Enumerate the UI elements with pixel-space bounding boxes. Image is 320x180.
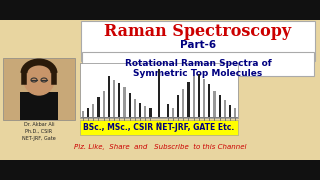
Text: Symmetric Top Molecules: Symmetric Top Molecules: [133, 69, 263, 78]
Bar: [35, 85, 43, 95]
Bar: [203, 79, 205, 117]
Text: Plz. Like,  Share  and   Subscribe  to this Channel: Plz. Like, Share and Subscribe to this C…: [74, 144, 246, 150]
Bar: [213, 91, 215, 117]
Bar: [80, 120, 238, 135]
Bar: [224, 100, 226, 117]
Bar: [102, 91, 105, 117]
Bar: [3, 58, 75, 120]
Bar: [166, 103, 169, 117]
Text: Rotational Raman Spectra of: Rotational Raman Spectra of: [124, 60, 271, 69]
Bar: [187, 82, 189, 117]
FancyBboxPatch shape: [81, 21, 315, 61]
Bar: [208, 84, 210, 117]
Bar: [113, 80, 115, 117]
Bar: [123, 87, 125, 117]
Bar: [234, 108, 236, 117]
Bar: [129, 93, 131, 117]
Bar: [82, 52, 314, 76]
Bar: [177, 95, 179, 117]
Bar: [172, 108, 174, 117]
Text: Raman Spectroscopy: Raman Spectroscopy: [104, 22, 292, 39]
Bar: [144, 106, 146, 117]
Bar: [229, 105, 231, 117]
Bar: [193, 76, 195, 117]
Text: Part-6: Part-6: [180, 40, 216, 50]
Bar: [198, 74, 200, 117]
Circle shape: [24, 65, 54, 95]
Text: BSc., MSc., CSIR NET-JRF, GATE Etc.: BSc., MSc., CSIR NET-JRF, GATE Etc.: [84, 123, 235, 132]
Bar: [182, 89, 184, 117]
Bar: [108, 76, 110, 117]
FancyBboxPatch shape: [20, 92, 58, 120]
Text: ν₀: ν₀: [156, 121, 162, 126]
Bar: [0, 20, 320, 160]
Bar: [149, 108, 151, 117]
Bar: [158, 69, 160, 117]
Bar: [97, 97, 100, 117]
Bar: [82, 111, 84, 117]
Bar: [92, 103, 94, 117]
Text: Dr. Akbar Ali
Ph.D., CSIR
NET-JRF, Gate: Dr. Akbar Ali Ph.D., CSIR NET-JRF, Gate: [22, 122, 56, 141]
Bar: [134, 99, 136, 117]
Bar: [219, 95, 221, 117]
Bar: [139, 103, 141, 117]
Bar: [118, 83, 120, 117]
Bar: [87, 108, 89, 117]
Bar: [80, 63, 238, 118]
